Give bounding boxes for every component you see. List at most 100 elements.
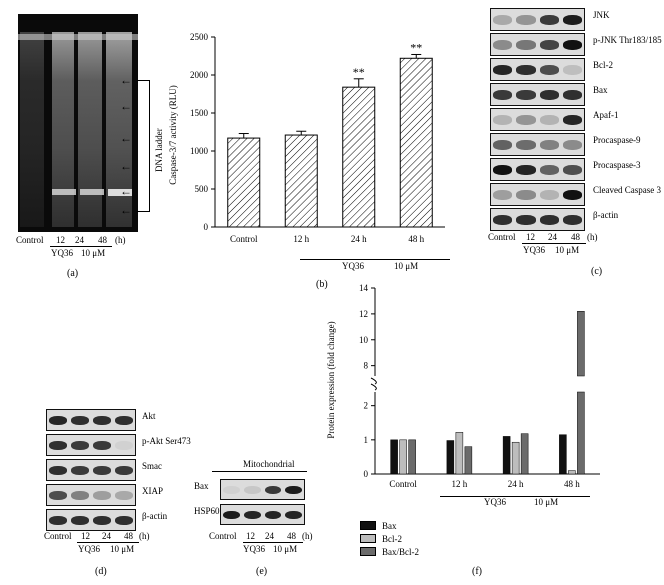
blot-band [493, 15, 513, 25]
dose-label: 10 μM [273, 544, 298, 554]
blot-band [539, 90, 559, 100]
category-label: 24 h [508, 479, 524, 488]
blot-band [71, 466, 89, 475]
lane-label: 48 [124, 531, 133, 541]
significance-mark: ** [353, 65, 365, 79]
legend-swatch [360, 534, 376, 543]
lane-label: 24 [102, 531, 111, 541]
blot-row-label: Apaf-1 [593, 110, 619, 120]
blot-band [516, 215, 536, 225]
blot-band [115, 516, 133, 525]
panel-letter: (c) [591, 266, 603, 277]
bar [577, 311, 585, 377]
bar [399, 439, 407, 475]
y-tick-label: 12 [359, 309, 368, 319]
panel-letter: (f) [472, 566, 482, 577]
lane-label: 48 [98, 235, 107, 245]
arrow-icon: ← [120, 159, 132, 173]
blot-band [562, 165, 582, 175]
blot-band [493, 140, 513, 150]
y-tick-label: 14 [359, 283, 369, 293]
group-label: YQ36 [523, 245, 545, 255]
arrow-icon: ← [120, 73, 132, 87]
blot-band [516, 90, 536, 100]
dose-label: 10 μM [394, 261, 419, 271]
blot-band [223, 485, 240, 495]
lane-label: 12 [81, 531, 90, 541]
blot-band [493, 165, 513, 175]
blot-band [115, 491, 133, 500]
category-label: 24 h [351, 234, 367, 244]
blot-band [93, 516, 111, 525]
blot-band [516, 190, 536, 200]
y-tick-label: 0 [364, 469, 369, 479]
category-label: Control [230, 234, 258, 244]
blot-band [516, 140, 536, 150]
lane-label: 24 [265, 531, 274, 541]
blot-band [539, 215, 559, 225]
blot-row-label: JNK [593, 10, 610, 20]
group-label: YQ36 [78, 544, 100, 554]
dose-label: 10 μM [555, 245, 580, 255]
panel-letter: (e) [256, 566, 268, 577]
y-tick-label: 1 [364, 435, 369, 445]
blot-band [562, 90, 582, 100]
legend-swatch [360, 547, 376, 556]
blot-row-label: Bax [194, 481, 209, 491]
blot-row-label: Procaspase-3 [593, 160, 641, 170]
blot-row-label: XIAP [142, 486, 164, 496]
blot-band [539, 140, 559, 150]
blot-row-label: Akt [142, 411, 156, 421]
bar [511, 441, 520, 475]
blot-band [93, 416, 111, 425]
blot-stack [490, 8, 585, 231]
bar-break [575, 376, 586, 392]
y-tick-label: 2000 [190, 70, 209, 80]
lane-label: Control [16, 235, 44, 245]
legend-entry: Bax/Bcl-2 [360, 545, 419, 558]
bar [577, 391, 585, 475]
blot-band [539, 15, 559, 25]
lane-label: 12 [246, 531, 255, 541]
blot-band [493, 65, 513, 75]
blot-band [243, 510, 261, 520]
dose-label: 10 μM [81, 248, 106, 258]
blot-strip [46, 459, 136, 481]
legend-label: Bcl-2 [382, 533, 402, 544]
blot-band [516, 65, 536, 75]
blot-strip [220, 504, 305, 525]
arrow-icon: ← [120, 184, 132, 198]
blot-band [93, 491, 111, 500]
blot-stack [46, 409, 136, 531]
bar [520, 433, 529, 475]
blot-band [71, 491, 89, 500]
blot-band [539, 165, 559, 175]
lane-label: 48 [287, 531, 296, 541]
blot-band [115, 466, 133, 475]
category-label: Control [389, 479, 417, 488]
lane-label: (h) [115, 235, 126, 245]
panel-letter: (b) [316, 279, 328, 290]
bar [568, 470, 576, 475]
blot-row-label: p-JNK Thr183/185 [593, 35, 662, 45]
blot-row-label: HSP60 [194, 506, 220, 516]
mito-header: Mitochondrial [243, 459, 295, 469]
blot-band [516, 115, 536, 125]
blot-band [264, 510, 282, 520]
blot-row-label: Bcl-2 [593, 60, 613, 70]
category-label: 48 h [564, 479, 580, 488]
y-tick-label: 10 [359, 335, 369, 345]
blot-band [539, 190, 559, 200]
blot-strip [46, 484, 136, 506]
blot-row-label: β-actin [593, 210, 619, 220]
arrow-icon: ← [120, 203, 132, 217]
bar [446, 440, 455, 475]
blot-band [493, 90, 513, 100]
blot-band [93, 441, 111, 450]
lane-label: (h) [139, 531, 150, 541]
y-tick-label: 2500 [190, 32, 209, 42]
bar [408, 439, 416, 475]
group-label: YQ36 [243, 544, 265, 554]
blot-band [516, 165, 536, 175]
blot-strip [220, 479, 305, 500]
